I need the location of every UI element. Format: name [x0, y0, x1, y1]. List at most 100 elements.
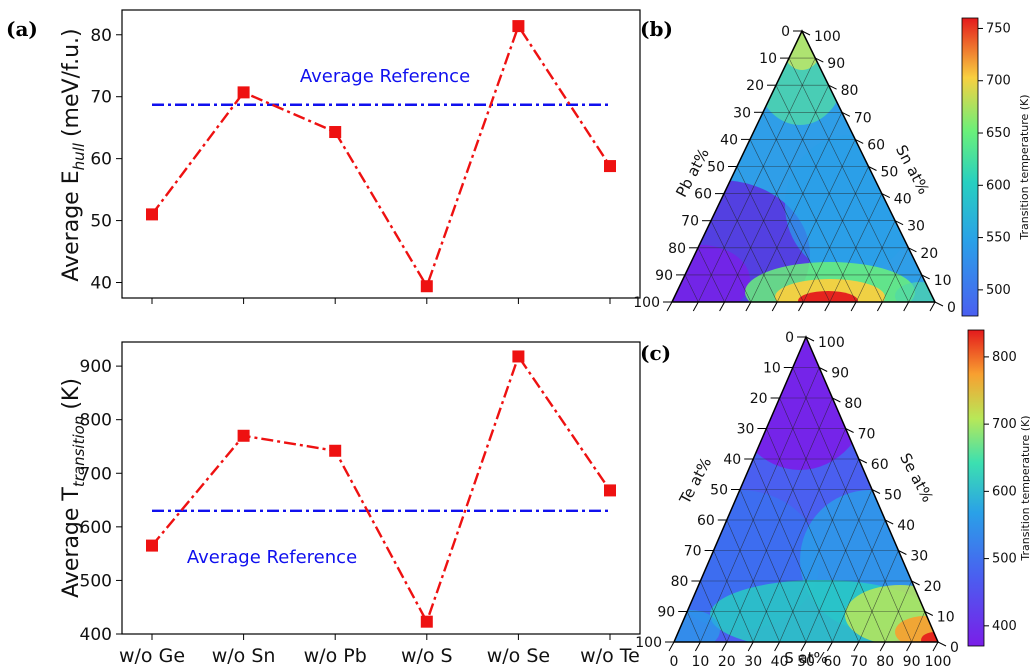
colorbar-tick-label: 650 [986, 126, 1011, 141]
y-axis-label: Average Ttransition (K) [59, 378, 88, 598]
x-tick-label: w/o Sn [212, 645, 276, 666]
y-tick-label: 900 [80, 357, 112, 377]
bottom-tick-mark [853, 641, 860, 652]
right-tick-label: 10 [934, 273, 952, 289]
ternary-c-grid [686, 367, 926, 642]
right-tick-mark [828, 84, 837, 90]
ternary-c-right-label: Se at% [896, 450, 937, 505]
grid-line [803, 166, 869, 302]
left-tick-label: 80 [671, 574, 689, 590]
grid-line [884, 580, 912, 642]
grid-line [736, 166, 804, 302]
right-tick-mark [805, 336, 815, 342]
left-tick-label: 0 [781, 24, 790, 40]
left-tick-label: 10 [763, 361, 781, 377]
bottom-tick-label: 80 [876, 654, 894, 666]
y-tick-label: 50 [90, 212, 112, 232]
grid-line [805, 489, 873, 642]
bottom-line-chart: 400 500 600 700 800 900 w/o Ge w/o Sn w/o Pb w/o … [59, 341, 641, 666]
bottom-tick-mark [719, 301, 726, 312]
grid-line [700, 367, 820, 642]
right-tick-label: 10 [937, 610, 955, 626]
panel-label-c: (c) [640, 341, 671, 365]
data-point [146, 208, 158, 221]
grid-line [766, 428, 860, 642]
right-tick-label: 90 [831, 366, 849, 382]
data-point [146, 539, 158, 552]
left-tick-label: 50 [707, 160, 725, 176]
right-tick-label: 30 [910, 549, 928, 565]
left-tick-label: 100 [633, 295, 660, 311]
right-tick-label: 60 [867, 137, 885, 153]
right-tick-mark [894, 220, 904, 226]
data-point [420, 615, 433, 628]
colorbar-tick-label: 700 [992, 417, 1017, 432]
grid-line [697, 247, 725, 302]
right-tick-mark [921, 274, 930, 280]
bottom-tick-label: 40 [771, 654, 789, 666]
bottom-tick-mark [666, 301, 673, 312]
plot-frame [121, 9, 641, 299]
right-tick-mark [801, 30, 811, 36]
x-tick-label: w/o Se [487, 645, 550, 666]
colorbar-tick-label: 400 [992, 619, 1017, 634]
right-tick-mark [815, 57, 824, 63]
right-tick-mark [911, 580, 920, 586]
y-tick-label: 400 [80, 625, 112, 645]
right-tick-label: 0 [947, 300, 956, 316]
left-tick-label: 100 [635, 635, 662, 651]
bottom-tick-label: 100 [925, 654, 952, 666]
left-tick-label: 90 [657, 605, 675, 621]
right-tick-label: 30 [907, 219, 925, 235]
colorbar-b: Transition temperature (K) 500 550 600 650 7… [961, 17, 1030, 317]
colorbar-c-label: Transition temperature (K) [1019, 415, 1030, 561]
bottom-tick-mark [906, 641, 913, 652]
ternary-c-left-label: Te at% [675, 454, 715, 507]
bottom-tick-label: 50 [797, 654, 815, 666]
left-tick-label: 70 [681, 214, 699, 230]
right-tick-mark [934, 301, 944, 307]
y-axis-label-unit: (meV/f.u.) [59, 28, 84, 137]
grid-line [713, 550, 754, 642]
bottom-tick-mark [932, 641, 939, 652]
panel-label-a: (a) [6, 17, 38, 41]
bottom-tick-mark [800, 641, 807, 652]
grid-line [686, 611, 701, 642]
x-tick-label: w/o Ge [119, 645, 185, 666]
left-tick-label: 60 [694, 187, 712, 203]
bottom-tick-mark [929, 301, 936, 312]
right-tick-label: 40 [897, 518, 915, 534]
grid-line [882, 247, 909, 302]
right-tick-mark [858, 458, 868, 464]
grid-line [726, 519, 780, 642]
right-tick-label: 50 [884, 488, 902, 504]
y-tick-label: 800 [80, 411, 112, 431]
bottom-tick-mark [798, 301, 804, 312]
right-tick-mark [881, 193, 891, 199]
colorbar-c-gradient [967, 329, 985, 647]
grid-line [792, 367, 912, 642]
right-tick-label: 100 [814, 29, 841, 45]
bottom-tick-label: 90 [903, 654, 921, 666]
grid-line [855, 220, 896, 302]
bottom-tick-mark [747, 641, 754, 652]
data-point [604, 484, 616, 497]
grid-line [750, 112, 843, 302]
data-point [512, 20, 525, 33]
series-line [151, 353, 611, 625]
right-tick-label: 0 [950, 640, 959, 656]
data-point [329, 126, 342, 139]
bottom-tick-label: 20 [718, 654, 736, 666]
grid-line [700, 580, 728, 642]
y-tick-label: 70 [90, 88, 112, 108]
right-tick-mark [908, 247, 917, 253]
grid-line [723, 193, 778, 302]
ternary-c-bottom-label: S at% [784, 649, 828, 666]
y-axis-label-sub: hull [70, 142, 88, 170]
data-point [329, 444, 342, 457]
bottom-tick-mark [721, 641, 728, 652]
y-tick-label: 600 [80, 518, 112, 538]
grid-line [684, 274, 699, 302]
